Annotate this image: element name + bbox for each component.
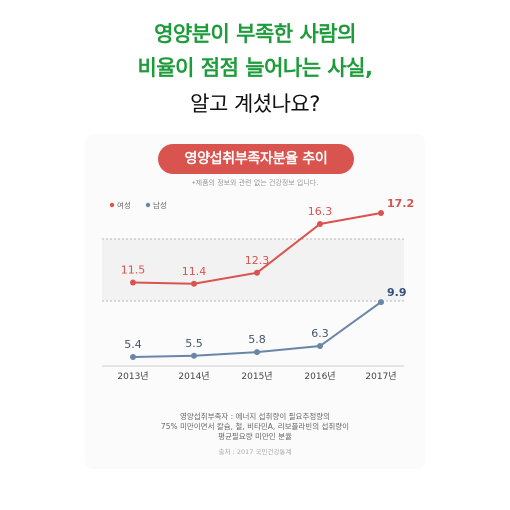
headline-line-3: 알고 계셨나요? (190, 92, 320, 116)
x-tick-label: 2015년 (241, 371, 272, 382)
x-tick-label: 2013년 (117, 371, 148, 382)
x-tick-label: 2017년 (365, 371, 396, 382)
legend-label-2: 남성 (153, 201, 167, 210)
data-label: 6.3 (311, 327, 329, 340)
data-point (317, 220, 323, 227)
x-tick-label: 2014년 (178, 371, 209, 382)
data-point (130, 354, 136, 360)
data-point (191, 352, 197, 359)
data-point (191, 280, 197, 287)
data-point (254, 349, 260, 356)
footnote-line-3: 평균필요량 미만인 분율 (218, 432, 292, 441)
data-label: 11.4 (182, 265, 207, 278)
data-label: 5.5 (185, 337, 203, 350)
legend-marker-1 (109, 202, 115, 208)
data-point (317, 343, 323, 350)
legend-marker-2 (145, 202, 151, 208)
data-point (378, 299, 384, 306)
data-label: 16.3 (308, 205, 333, 218)
data-label: 11.5 (121, 264, 146, 277)
footnote-line-1: 영양섭취부족자 : 에너지 섭취량이 필요추정량의 (179, 412, 331, 421)
legend-label-1: 여성 (117, 200, 131, 210)
chart-title: 영양섭취부족자분율 추이 (158, 144, 354, 174)
data-label: 9.9 (387, 286, 407, 299)
series-line-2 (132, 301, 382, 358)
data-label: 12.3 (245, 254, 270, 267)
x-tick-label: 2016년 (304, 371, 335, 382)
data-point (130, 279, 136, 286)
footnote-line-2: 75% 미만이면서 칼슘, 철, 비타민A, 리보플라빈의 섭취량이 (160, 422, 350, 431)
headline-line-2: 비율이 점점 늘어나는 사실, (137, 56, 373, 80)
plot-band (102, 239, 404, 301)
data-point (254, 269, 260, 276)
data-point (378, 210, 384, 216)
chart-source: 출처 : 2017 국민건강통계 (218, 448, 292, 456)
data-label: 17.2 (387, 197, 414, 210)
data-label: 5.8 (248, 333, 266, 346)
headline-line-1: 영양분이 부족한 사람의 (154, 22, 356, 46)
chart-disclaimer: •제품의 정보와 관련 없는 건강정보 입니다. (191, 179, 319, 187)
data-label: 5.4 (124, 338, 142, 351)
